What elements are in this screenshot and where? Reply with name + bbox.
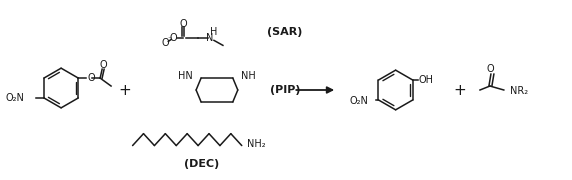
Text: (DEC): (DEC)	[184, 159, 220, 169]
Text: O₂N: O₂N	[5, 93, 24, 103]
Text: (SAR): (SAR)	[267, 27, 302, 37]
Text: OH: OH	[419, 75, 434, 85]
Text: ⁻: ⁻	[167, 34, 172, 43]
Text: NR₂: NR₂	[510, 86, 528, 96]
Text: O: O	[161, 38, 169, 48]
Text: H: H	[210, 27, 218, 37]
Text: O: O	[180, 19, 187, 28]
Text: O: O	[169, 33, 177, 43]
Text: O: O	[100, 60, 107, 70]
Text: HN: HN	[178, 71, 193, 81]
Text: +: +	[118, 82, 131, 98]
Text: N: N	[206, 33, 214, 43]
Text: O: O	[487, 64, 494, 74]
Text: O: O	[88, 73, 95, 83]
Text: O₂N: O₂N	[349, 96, 368, 106]
Text: (PIP): (PIP)	[269, 85, 300, 95]
Text: NH: NH	[241, 71, 256, 81]
Text: NH₂: NH₂	[247, 139, 265, 148]
Text: +: +	[454, 82, 467, 98]
